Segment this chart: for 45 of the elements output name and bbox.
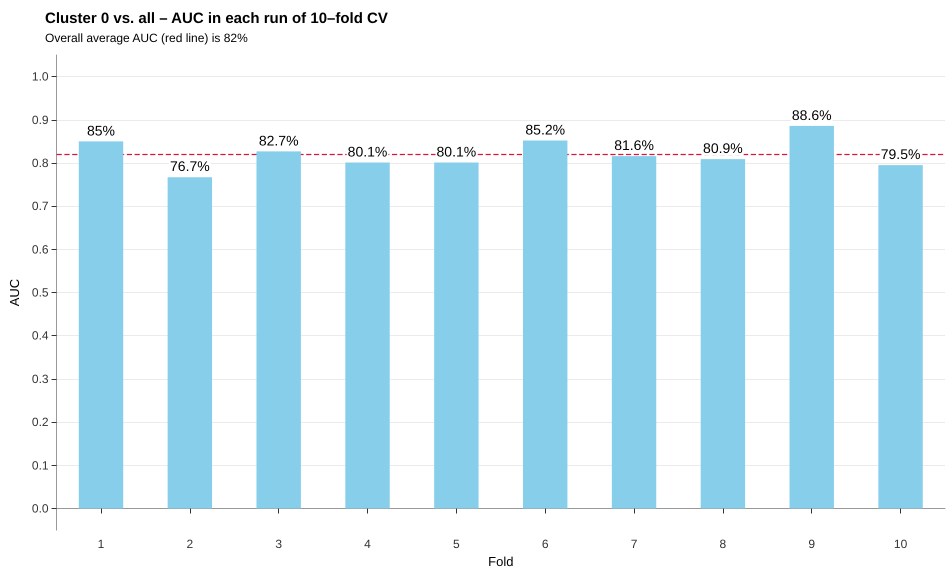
y-tick-label: 0.4 (32, 328, 49, 343)
data-label: 76.7% (170, 158, 210, 174)
bar (345, 162, 390, 509)
x-tick-label: 9 (808, 537, 816, 552)
bar (168, 177, 212, 509)
y-axis-title: AUC (7, 278, 22, 306)
x-tick-label: 5 (453, 537, 460, 552)
data-label: 85% (86, 122, 116, 138)
y-tick-label: 0.1 (32, 458, 49, 472)
chart-title: Cluster 0 vs. all – AUC in each run of 10–fold CV (45, 10, 388, 27)
bar (78, 141, 124, 509)
x-tick-label: 4 (364, 537, 372, 552)
data-label: 82.7% (258, 132, 299, 148)
x-tick-label: 6 (542, 537, 549, 552)
chart-subtitle: Overall average AUC (red line) is 82% (45, 31, 248, 45)
bar (790, 126, 834, 509)
y-tick-label: 0.6 (32, 242, 49, 256)
y-tick-label: 0.8 (32, 156, 49, 170)
x-tick-label: 2 (186, 537, 194, 552)
data-label: 80.1% (348, 144, 388, 160)
bar (523, 140, 568, 509)
y-tick-label: 0.7 (32, 199, 49, 214)
y-tick-label: 0.3 (32, 372, 49, 386)
x-tick-label: 3 (275, 537, 282, 552)
data-label: 81.6% (614, 137, 654, 154)
x-tick-label: 10 (894, 537, 908, 552)
bar (700, 159, 746, 509)
bar (256, 151, 301, 509)
x-tick-label: 7 (630, 537, 638, 552)
bar (612, 156, 656, 509)
x-tick-label: 1 (98, 537, 105, 552)
y-tick-label: 0.0 (32, 502, 49, 516)
y-tick-label: 0.2 (32, 415, 49, 430)
y-tick-label: 1.0 (32, 70, 49, 84)
y-tick-label: 0.9 (32, 112, 49, 127)
data-label: 80.1% (436, 144, 476, 160)
data-label: 79.5% (880, 146, 920, 162)
bar (434, 162, 479, 509)
x-axis-title: Fold (488, 554, 514, 569)
data-label: 80.9% (703, 140, 743, 156)
data-label: 88.6% (792, 106, 832, 123)
y-tick-label: 0.5 (32, 286, 49, 300)
data-label: 85.2% (525, 122, 566, 138)
bar (878, 165, 923, 509)
x-tick-label: 8 (720, 537, 727, 552)
